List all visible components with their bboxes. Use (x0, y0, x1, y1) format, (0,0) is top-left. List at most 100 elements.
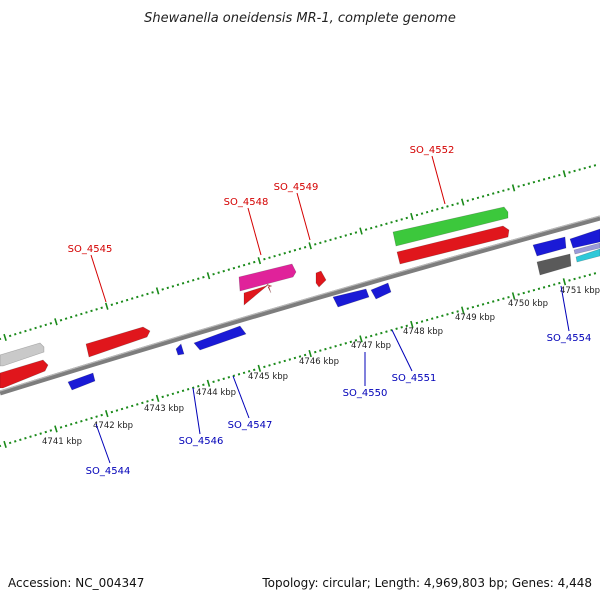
minor-tick (532, 288, 536, 292)
feature-cyan-strip[interactable] (575, 248, 600, 263)
minor-tick (319, 241, 322, 245)
minor-tick (558, 173, 561, 177)
minor-tick (171, 285, 175, 288)
minor-tick (497, 190, 500, 194)
outer-tick-ring (0, 164, 597, 342)
feature-lavender-strip[interactable] (573, 242, 600, 255)
minor-tick (288, 358, 292, 361)
minor-tick (527, 182, 531, 185)
minor-tick (232, 374, 236, 378)
feature-darkgray-box[interactable] (536, 253, 572, 276)
gene-label-so4549[interactable]: SO_4549 (274, 182, 319, 193)
feature-red-arrow-1[interactable] (0, 359, 49, 389)
minor-tick (573, 169, 576, 173)
minor-tick (349, 232, 353, 236)
minor-tick (553, 175, 556, 178)
feature-blue-arrow-3[interactable] (193, 325, 247, 351)
feature-so4549-arrow[interactable] (315, 270, 327, 288)
minor-tick (227, 268, 231, 271)
minor-tick (354, 339, 358, 342)
minor-tick (405, 216, 409, 220)
feature-so4552-arrow[interactable] (392, 206, 509, 247)
minor-tick (491, 300, 495, 303)
feature-blue-arrow-1[interactable] (67, 372, 96, 391)
minor-tick (364, 336, 368, 339)
gene-label-so4548[interactable]: SO_4548 (224, 197, 269, 208)
minor-tick (125, 298, 129, 302)
minor-tick (232, 266, 236, 270)
minor-tick (466, 199, 470, 202)
minor-tick (283, 359, 286, 363)
minor-tick (212, 272, 215, 276)
leader-so4545 (90, 254, 107, 303)
minor-tick (85, 418, 88, 421)
minor-tick (39, 432, 42, 435)
genome-backbone (0, 215, 600, 396)
gene-label-so4551[interactable]: SO_4551 (392, 373, 437, 384)
feature-so4548-arrow[interactable] (238, 263, 297, 292)
feature-so4545-arrow[interactable] (85, 326, 151, 358)
minor-tick (380, 331, 383, 335)
minor-tick (451, 203, 454, 207)
gene-label-so4544[interactable]: SO_4544 (86, 466, 131, 477)
minor-tick (430, 317, 434, 320)
minor-tick (436, 315, 439, 319)
gene-label-so4554[interactable]: SO_4554 (547, 333, 592, 344)
feature-blue-arrow-7[interactable] (569, 228, 600, 249)
kbp-label: 4746 kbp (299, 357, 339, 367)
feature-lightgray-arrow[interactable] (0, 342, 45, 367)
minor-tick (542, 178, 546, 181)
minor-tick (39, 325, 42, 328)
major-tick (206, 379, 211, 387)
minor-tick (456, 310, 459, 313)
major-tick (105, 409, 109, 418)
minor-tick (161, 395, 164, 399)
minor-tick (588, 273, 592, 277)
minor-tick (24, 329, 27, 333)
minor-tick (568, 279, 571, 282)
minor-tick (217, 271, 220, 274)
major-tick (54, 425, 58, 433)
kbp-label: 4749 kbp (455, 313, 495, 323)
kbp-label: 4750 kbp (508, 299, 548, 309)
minor-tick (446, 313, 449, 316)
feature-so4548-red-arrow[interactable] (243, 283, 273, 306)
minor-tick (186, 280, 190, 284)
minor-tick (181, 389, 185, 393)
minor-tick (8, 441, 12, 445)
minor-tick (217, 379, 220, 382)
minor-tick (288, 250, 292, 253)
gene-label-so4552[interactable]: SO_4552 (410, 145, 455, 156)
minor-tick (90, 416, 93, 420)
minor-tick (247, 370, 251, 373)
gene-label-so4547[interactable]: SO_4547 (228, 420, 273, 431)
feature-red-arrow-2[interactable] (396, 225, 510, 265)
minor-tick (497, 298, 500, 302)
major-tick (257, 364, 262, 372)
gene-label-so4545[interactable]: SO_4545 (68, 244, 113, 255)
minor-tick (298, 247, 302, 250)
feature-blue-arrow-5[interactable] (370, 282, 392, 300)
minor-tick (527, 290, 531, 293)
feature-blue-arrow-2[interactable] (175, 343, 185, 356)
minor-tick (456, 202, 459, 205)
minor-tick (507, 188, 510, 191)
leader-so4552 (431, 155, 446, 205)
minor-tick (420, 320, 424, 323)
gene-label-so4550[interactable]: SO_4550 (343, 388, 388, 399)
minor-tick (115, 409, 119, 412)
major-tick (3, 333, 7, 342)
feature-blue-arrow-6[interactable] (532, 236, 567, 257)
minor-tick (146, 400, 149, 403)
minor-tick (247, 262, 251, 265)
minor-tick (100, 306, 103, 310)
minor-tick (481, 303, 485, 306)
minor-tick (130, 404, 134, 408)
minor-tick (430, 209, 434, 212)
feature-blue-arrow-4[interactable] (332, 288, 370, 308)
minor-tick (197, 277, 200, 280)
kbp-label: 4748 kbp (403, 327, 443, 337)
gene-label-so4546[interactable]: SO_4546 (179, 436, 224, 447)
minor-tick (517, 185, 520, 188)
minor-tick (222, 377, 225, 381)
